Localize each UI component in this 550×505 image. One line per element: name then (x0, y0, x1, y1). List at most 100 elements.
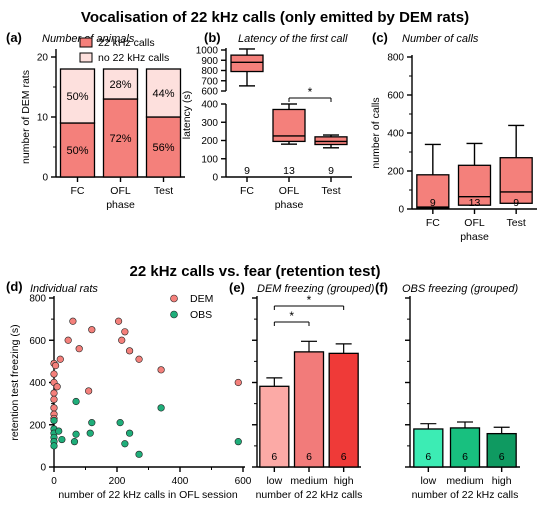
scatter-point-dem (50, 395, 58, 404)
scatter-point-obs (55, 427, 63, 435)
y-tick-label-b: 800 (201, 66, 218, 77)
panel-label-e: (e) (229, 280, 245, 295)
bar-segment-a (145, 68, 182, 118)
x-axis-label-e: number of 22 kHz calls (256, 489, 363, 501)
bar-f (413, 428, 444, 468)
y-tick-label-c: 600 (387, 91, 404, 102)
y-tick-label-d: 200 (29, 420, 46, 431)
x-tick-label-b: OFL (279, 185, 300, 197)
x-tick-label-d: 600 (235, 476, 252, 487)
scatter-point-dem (88, 326, 96, 334)
x-tick-label-e: low (266, 475, 282, 487)
panel-b: (b) Latency of the first call 600700800900… (181, 30, 352, 211)
scatter-point-obs (50, 442, 58, 450)
x-axis-label-f: number of 22 kHz calls (412, 489, 519, 501)
x-axis-label-c: phase (460, 231, 489, 243)
n-label-f: 6 (425, 451, 431, 463)
panel-label-d: (d) (6, 279, 23, 294)
y-tick-label-b: 300 (201, 118, 218, 129)
segment-label-a: 72% (109, 133, 131, 145)
scatter-point-obs (70, 438, 79, 446)
scatter-point-dem (50, 389, 58, 397)
significance-star-b: * (308, 85, 313, 99)
scatter-point-dem (56, 355, 64, 363)
panel-label-c: (c) (372, 30, 388, 45)
panel-label-f: (f) (375, 280, 388, 295)
scatter-point-dem (75, 345, 83, 353)
bar-f (449, 427, 481, 468)
bar-segment-a (145, 116, 182, 178)
box-c (499, 157, 533, 204)
bar-segment-a (102, 68, 139, 100)
scatter-point-obs (126, 429, 134, 437)
y-tick-label-c: 200 (387, 167, 404, 178)
x-tick-label-b: Test (321, 185, 340, 197)
bar-segment-a (102, 98, 139, 178)
y-tick-label-b: 900 (201, 56, 218, 67)
n-label-e: 6 (271, 451, 277, 463)
y-tick-label-b: 600 (201, 87, 218, 98)
x-tick-label-f: high (492, 475, 512, 487)
x-tick-label-c: Test (507, 217, 526, 229)
x-tick-label-d: 400 (172, 476, 189, 487)
scatter-point-obs (157, 404, 165, 412)
y-tick-label-a: 0 (42, 173, 48, 184)
x-tick-label-e: high (334, 475, 354, 487)
x-tick-label-a: Test (154, 185, 173, 197)
panel-subtitle-c: Number of calls (402, 33, 479, 45)
x-tick-label-c: OFL (464, 217, 485, 229)
x-axis-label-b: phase (275, 199, 304, 211)
y-tick-label-d: 0 (40, 463, 46, 474)
x-tick-label-f: low (420, 475, 436, 487)
scatter-point-dem (69, 317, 77, 325)
y-tick-label-b: 0 (212, 173, 218, 184)
x-tick-label-c: FC (426, 217, 440, 229)
scatter-point-obs (58, 435, 66, 444)
n-label-e: 6 (306, 451, 312, 463)
x-tick-label-b: FC (240, 185, 254, 197)
scatter-point-dem (234, 378, 242, 387)
scatter-point-obs (50, 416, 58, 425)
y-tick-label-b: 200 (201, 136, 218, 147)
y-tick-label-c: 800 (387, 53, 404, 64)
y-tick-label-d: 800 (29, 294, 46, 305)
y-tick-label-c: 400 (387, 129, 404, 140)
figure-title-top: Vocalisation of 22 kHz calls (only emitt… (81, 9, 469, 26)
figure-title-bottom: 22 kHz calls vs. fear (retention test) (130, 263, 381, 280)
significance-star-e: * (289, 309, 294, 323)
y-tick-label-a: 20 (37, 53, 49, 64)
n-label-b: 9 (244, 165, 250, 177)
legend-label-a: no 22 kHz calls (98, 52, 169, 64)
scatter-point-dem (135, 355, 143, 363)
panel-c: (c) Number of calls 0 200 400 600 800 9 FC 13 OFL 9… (370, 30, 537, 243)
x-tick-label-f: medium (446, 475, 484, 487)
scatter-point-obs (135, 450, 143, 458)
y-tick-label-b: 700 (201, 76, 218, 87)
x-axis-label-d: number of 22 kHz calls in OFL session (58, 489, 238, 501)
segment-label-a: 44% (152, 88, 174, 100)
panel-label-b: (b) (204, 30, 221, 45)
legend-marker-d (170, 310, 178, 319)
panel-subtitle-d: Individual rats (30, 283, 98, 295)
panel-subtitle-e: DEM freezing (grouped) (257, 283, 375, 295)
scatter-point-obs (234, 438, 242, 446)
panel-d: (d) Individual rats 0 200 400 600 800 0 200 400 60… (6, 279, 252, 501)
box-c (416, 174, 450, 209)
segment-label-a: 56% (152, 142, 174, 154)
box-b (314, 136, 348, 146)
n-label-b: 9 (328, 165, 334, 177)
scatter-point-obs (72, 430, 80, 438)
x-tick-label-a: OFL (110, 185, 131, 197)
y-axis-label-d: retention test freezing (s) (9, 324, 21, 440)
segment-label-a: 50% (66, 145, 88, 157)
y-tick-label-c: 0 (398, 205, 404, 216)
n-label-b: 13 (283, 165, 295, 177)
scatter-point-dem (85, 387, 93, 395)
panel-label-a: (a) (6, 30, 22, 45)
x-tick-label-a: FC (71, 185, 85, 197)
scatter-point-obs (86, 429, 94, 437)
segment-label-a: 50% (66, 91, 88, 103)
y-tick-label-b: 100 (201, 154, 218, 165)
y-tick-label-b: 400 (201, 100, 218, 111)
